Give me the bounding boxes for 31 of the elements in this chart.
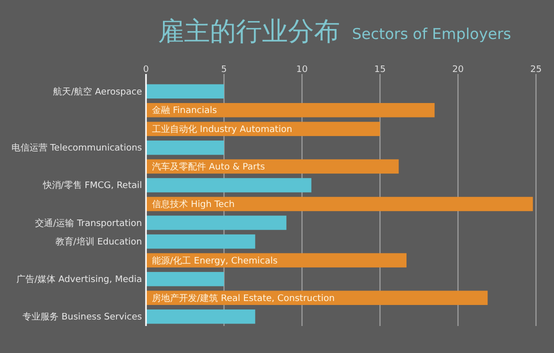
x-tick-label: 10 xyxy=(296,65,308,75)
y-tick-label: 专业服务 Business Services xyxy=(22,312,142,323)
bar xyxy=(146,84,224,99)
bar xyxy=(146,140,224,155)
y-tick-label: 能源/化工 Energy, Chemicals xyxy=(152,255,278,266)
y-tick-label: 广告/媒体 Advertising, Media xyxy=(16,274,142,286)
x-tick-label: 20 xyxy=(452,65,464,75)
bar xyxy=(146,309,256,324)
y-tick-label: 金融 Financials xyxy=(152,105,218,116)
y-tick-label: 工业自动化 Industry Automation xyxy=(152,124,292,135)
y-tick-label: 信息技术 High Tech xyxy=(152,199,235,210)
y-tick-label: 房地产开发/建筑 Real Estate, Construction xyxy=(152,292,335,304)
y-tick-label: 教育/培训 Education xyxy=(55,236,142,248)
x-tick-label: 5 xyxy=(221,65,227,75)
chart-title: 雇主的行业分布 xyxy=(158,17,340,47)
y-tick-label: 快消/零售 FMCG, Retail xyxy=(42,180,142,192)
bar xyxy=(146,272,224,286)
bar xyxy=(146,178,312,192)
bar xyxy=(146,196,533,212)
x-tick-label: 25 xyxy=(530,65,542,75)
chart-subtitle: Sectors of Employers xyxy=(352,25,512,43)
x-tick-label: 15 xyxy=(374,65,386,75)
bar xyxy=(146,253,407,268)
y-tick-label: 交通/运输 Transportation xyxy=(35,218,142,229)
y-tick-label: 航天/航空 Aerospace xyxy=(53,86,142,98)
y-tick-label: 汽车及零配件 Auto & Parts xyxy=(152,161,266,172)
bar xyxy=(146,216,286,230)
bar xyxy=(146,103,435,118)
bar xyxy=(146,234,256,249)
y-tick-label: 电信运营 Telecommunications xyxy=(11,142,142,154)
x-tick-label: 0 xyxy=(143,65,150,75)
